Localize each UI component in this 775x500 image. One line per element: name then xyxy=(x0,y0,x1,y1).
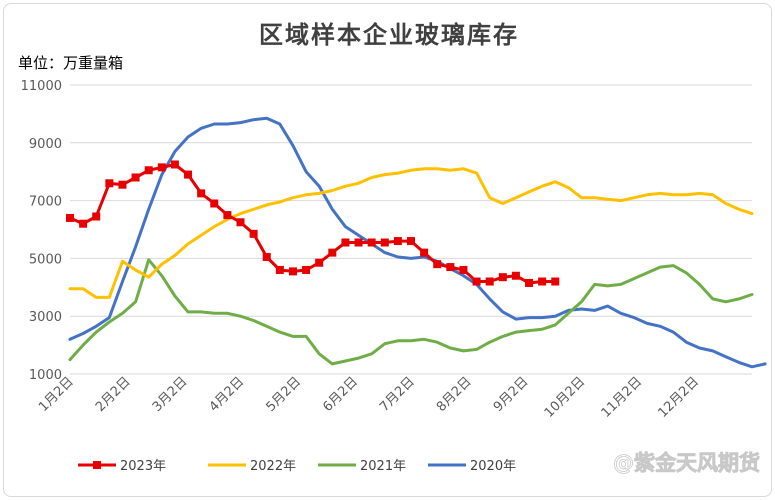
data-point xyxy=(184,170,193,179)
series-line xyxy=(68,258,754,366)
watermark: @紫金天风期货 xyxy=(613,451,760,475)
data-point xyxy=(249,229,258,238)
x-tick-label: 7月2日 xyxy=(377,374,418,415)
data-point xyxy=(144,166,153,175)
data-point xyxy=(354,238,363,247)
series-2023年 xyxy=(66,160,560,287)
x-tick-label: 4月2日 xyxy=(207,374,248,415)
data-point xyxy=(420,248,429,257)
x-tick-label: 12月2日 xyxy=(655,374,702,421)
data-point xyxy=(170,160,179,169)
y-tick-label: 7000 xyxy=(29,195,62,210)
y-tick-label: 1000 xyxy=(29,368,62,383)
data-point xyxy=(288,267,297,276)
data-point xyxy=(367,238,376,247)
data-point xyxy=(472,277,481,286)
legend-item: 2022年 xyxy=(208,459,296,474)
legend-item: 2021年 xyxy=(318,459,406,474)
legend-label: 2021年 xyxy=(360,459,406,474)
data-point xyxy=(92,212,101,221)
data-point xyxy=(551,277,560,286)
data-point xyxy=(511,271,520,280)
data-point xyxy=(315,258,324,267)
data-point xyxy=(157,163,166,172)
legend-item: 2020年 xyxy=(428,459,516,474)
legend-item: 2023年 xyxy=(78,459,166,474)
x-tick-label: 9月2日 xyxy=(491,374,532,415)
data-point xyxy=(223,211,232,220)
legend-marker xyxy=(93,461,101,469)
data-point xyxy=(131,173,140,182)
data-point xyxy=(341,238,350,247)
legend: 2023年 2022年 2021年 2020年 xyxy=(78,459,516,474)
data-point xyxy=(302,265,311,274)
x-tick-label: 6月2日 xyxy=(320,374,361,415)
x-tick-label: 3月2日 xyxy=(150,374,191,415)
x-tick-label: 2月2日 xyxy=(93,374,134,415)
data-point xyxy=(236,218,245,227)
series-line xyxy=(68,116,767,369)
series-2022年 xyxy=(68,167,754,299)
data-point xyxy=(262,252,271,261)
series-2020年 xyxy=(68,116,767,369)
series-line xyxy=(68,167,754,299)
data-point xyxy=(538,277,547,286)
chart-title: 区域样本企业玻璃库存 xyxy=(259,21,519,49)
data-point xyxy=(407,237,415,246)
data-point xyxy=(498,273,507,282)
data-point xyxy=(393,237,402,246)
series-lines xyxy=(66,116,767,369)
data-point xyxy=(485,277,494,286)
unit-label: 单位：万重量箱 xyxy=(18,54,123,72)
data-point xyxy=(525,278,534,287)
data-point xyxy=(433,260,442,269)
x-tick-label: 8月2日 xyxy=(434,374,475,415)
x-tick-label: 11月2日 xyxy=(599,374,646,421)
x-tick-label: 5月2日 xyxy=(263,374,304,415)
legend-label: 2020年 xyxy=(470,459,516,474)
data-point xyxy=(459,265,468,274)
data-point xyxy=(79,219,88,228)
y-tick-label: 5000 xyxy=(29,252,62,267)
legend-label: 2023年 xyxy=(120,459,166,474)
y-axis-ticks: 1000 3000 5000 7000 9000 11000 xyxy=(21,79,62,383)
x-tick-label: 10月2日 xyxy=(542,374,589,421)
data-point xyxy=(105,179,114,188)
data-point xyxy=(118,180,127,189)
data-point xyxy=(66,213,74,222)
data-point xyxy=(210,199,219,208)
y-tick-label: 11000 xyxy=(21,79,62,94)
x-axis-ticks: 1月2日 2月2日 3月2日 4月2日 5月2日 6月2日 7月2日 8月2日 9月2日 10月2… xyxy=(36,374,702,421)
grid-lines xyxy=(70,84,752,375)
series-2021年 xyxy=(68,258,754,366)
y-tick-label: 3000 xyxy=(29,310,62,325)
data-point xyxy=(197,189,206,198)
data-point xyxy=(446,263,455,272)
legend-label: 2022年 xyxy=(250,459,296,474)
data-point xyxy=(380,238,389,247)
data-point xyxy=(328,248,337,257)
data-point xyxy=(275,265,284,274)
y-tick-label: 9000 xyxy=(29,137,62,152)
